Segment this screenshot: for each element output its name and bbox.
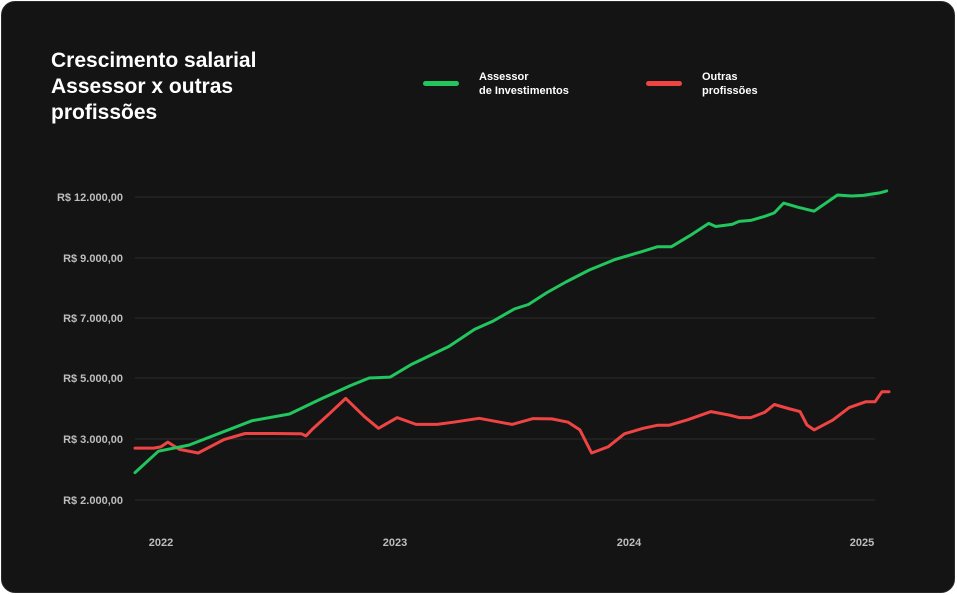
x-tick-label: 2023	[383, 537, 407, 549]
legend-label-line: profissões	[702, 85, 758, 97]
series-line-outras	[133, 390, 891, 455]
y-tick-label: R$ 12.000,00	[57, 192, 123, 204]
legend-item-assessor: Assessor de Investimentos	[423, 70, 569, 98]
legend-item-outras: Outras profissões	[646, 70, 758, 98]
chart-title-line: Assessor x outras	[51, 75, 234, 98]
chart-title-line: profissões	[51, 101, 158, 124]
chart-title: Crescimento salarial Assessor x outras p…	[51, 48, 351, 126]
x-tick-label: 2024	[617, 537, 642, 549]
x-tick-label: 2022	[149, 537, 173, 549]
chart-title-line: Crescimento salarial	[51, 49, 257, 72]
y-tick-label: R$ 3.000,00	[63, 434, 123, 446]
y-tick-label: R$ 7.000,00	[63, 313, 123, 325]
legend-label-line: Outras	[702, 71, 738, 83]
legend-swatch-assessor	[423, 81, 459, 86]
y-tick-label: R$ 2.000,00	[63, 495, 123, 507]
series-line-assessor	[133, 189, 889, 475]
legend-label-line: Assessor	[479, 71, 529, 83]
x-tick-label: 2025	[850, 537, 874, 549]
y-tick-label: R$ 5.000,00	[63, 373, 123, 385]
legend-swatch-outras	[646, 81, 682, 86]
y-tick-label: R$ 9.000,00	[63, 253, 123, 265]
legend-label-line: de Investimentos	[479, 85, 569, 97]
